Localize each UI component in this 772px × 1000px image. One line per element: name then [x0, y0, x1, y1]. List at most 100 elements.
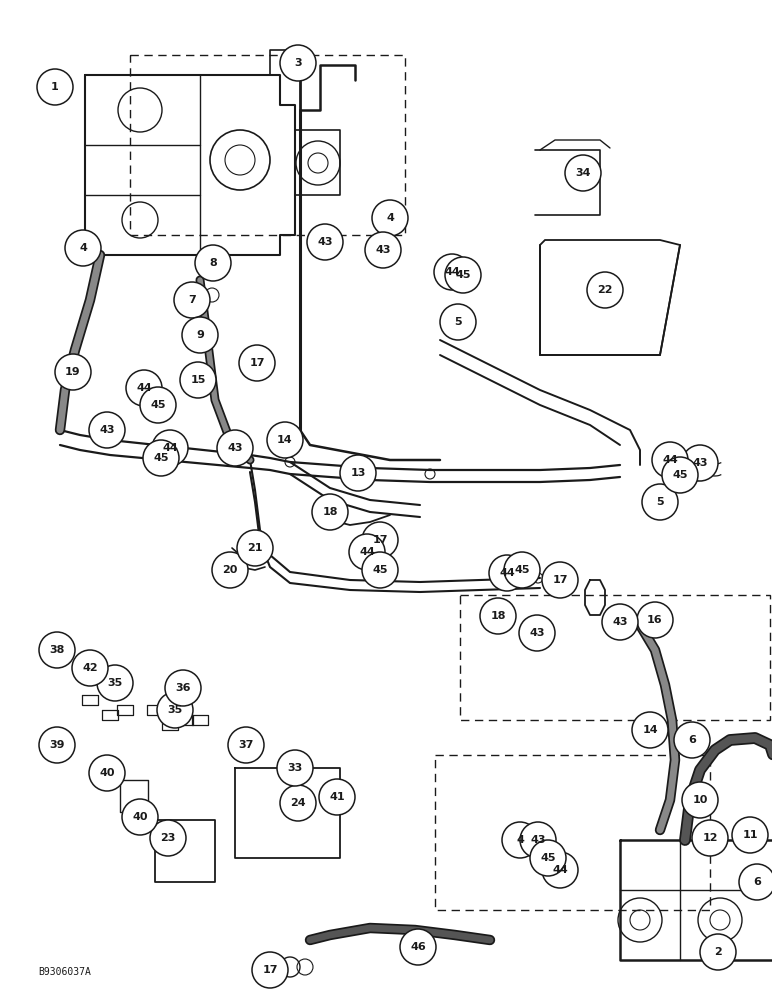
Text: B9306037A: B9306037A	[38, 967, 91, 977]
Text: 44: 44	[662, 455, 678, 465]
Bar	[460, 595, 770, 720]
Text: 35: 35	[168, 705, 183, 715]
Circle shape	[252, 952, 288, 988]
Text: 39: 39	[49, 740, 65, 750]
Text: 23: 23	[161, 833, 176, 843]
Circle shape	[602, 604, 638, 640]
Text: 45: 45	[672, 470, 688, 480]
Text: 45: 45	[455, 270, 471, 280]
Text: 44: 44	[359, 547, 375, 557]
Text: 24: 24	[290, 798, 306, 808]
Circle shape	[140, 387, 176, 423]
Circle shape	[182, 317, 218, 353]
Circle shape	[122, 799, 158, 835]
Text: 18: 18	[490, 611, 506, 621]
Circle shape	[280, 45, 316, 81]
Circle shape	[267, 422, 303, 458]
Circle shape	[682, 445, 718, 481]
Circle shape	[400, 929, 436, 965]
Text: 43: 43	[530, 835, 546, 845]
Circle shape	[152, 430, 188, 466]
Circle shape	[150, 820, 186, 856]
Circle shape	[504, 552, 540, 588]
Circle shape	[665, 453, 675, 463]
Text: 6: 6	[753, 877, 761, 887]
Text: 17: 17	[249, 358, 265, 368]
Text: 13: 13	[350, 468, 366, 478]
Text: 45: 45	[151, 400, 166, 410]
Text: 3: 3	[294, 58, 302, 68]
Circle shape	[89, 755, 125, 791]
Text: 7: 7	[188, 295, 196, 305]
Text: 9: 9	[196, 330, 204, 340]
Text: 4: 4	[386, 213, 394, 223]
Circle shape	[365, 232, 401, 268]
Text: 2: 2	[714, 947, 722, 957]
Text: 17: 17	[372, 535, 388, 545]
Text: 5: 5	[454, 317, 462, 327]
Circle shape	[519, 615, 555, 651]
Circle shape	[39, 727, 75, 763]
Circle shape	[362, 545, 372, 555]
Circle shape	[652, 442, 688, 478]
Circle shape	[555, 863, 565, 873]
Text: 43: 43	[100, 425, 115, 435]
Circle shape	[65, 230, 101, 266]
Circle shape	[542, 562, 578, 598]
Circle shape	[212, 552, 248, 588]
Circle shape	[674, 722, 710, 758]
Text: 20: 20	[222, 565, 238, 575]
Circle shape	[139, 380, 149, 390]
Text: 43: 43	[317, 237, 333, 247]
Text: 8: 8	[209, 258, 217, 268]
Text: 37: 37	[239, 740, 254, 750]
Circle shape	[637, 602, 673, 638]
Circle shape	[632, 712, 668, 748]
Circle shape	[502, 822, 538, 858]
Circle shape	[489, 555, 525, 591]
Text: 5: 5	[656, 497, 664, 507]
Circle shape	[692, 820, 728, 856]
Text: 22: 22	[598, 285, 613, 295]
Text: 45: 45	[540, 853, 556, 863]
Text: 44: 44	[162, 443, 178, 453]
Circle shape	[195, 245, 231, 281]
Text: 15: 15	[191, 375, 205, 385]
Circle shape	[362, 552, 398, 588]
Text: 21: 21	[247, 543, 262, 553]
Circle shape	[434, 254, 470, 290]
Text: 4: 4	[79, 243, 87, 253]
Circle shape	[228, 727, 264, 763]
Circle shape	[143, 440, 179, 476]
Circle shape	[700, 934, 736, 970]
Text: 4: 4	[516, 835, 524, 845]
Circle shape	[349, 534, 385, 570]
Text: 1: 1	[51, 82, 59, 92]
Bar	[130, 55, 405, 235]
Circle shape	[239, 345, 275, 381]
Text: 46: 46	[410, 942, 426, 952]
Circle shape	[319, 779, 355, 815]
Circle shape	[37, 69, 73, 105]
Circle shape	[312, 494, 348, 530]
Text: 45: 45	[372, 565, 388, 575]
Circle shape	[55, 354, 91, 390]
Circle shape	[440, 304, 476, 340]
Circle shape	[587, 272, 623, 308]
Text: 11: 11	[742, 830, 758, 840]
Circle shape	[362, 522, 398, 558]
Text: 43: 43	[375, 245, 391, 255]
Circle shape	[165, 670, 201, 706]
Text: 14: 14	[277, 435, 293, 445]
Text: 45: 45	[154, 453, 169, 463]
Circle shape	[662, 457, 698, 493]
Circle shape	[89, 412, 125, 448]
Circle shape	[97, 665, 133, 701]
Circle shape	[180, 362, 216, 398]
Text: 12: 12	[703, 833, 718, 843]
Text: 40: 40	[100, 768, 115, 778]
Text: 43: 43	[530, 628, 545, 638]
Text: 44: 44	[552, 865, 568, 875]
Circle shape	[542, 852, 578, 888]
Text: 17: 17	[552, 575, 567, 585]
